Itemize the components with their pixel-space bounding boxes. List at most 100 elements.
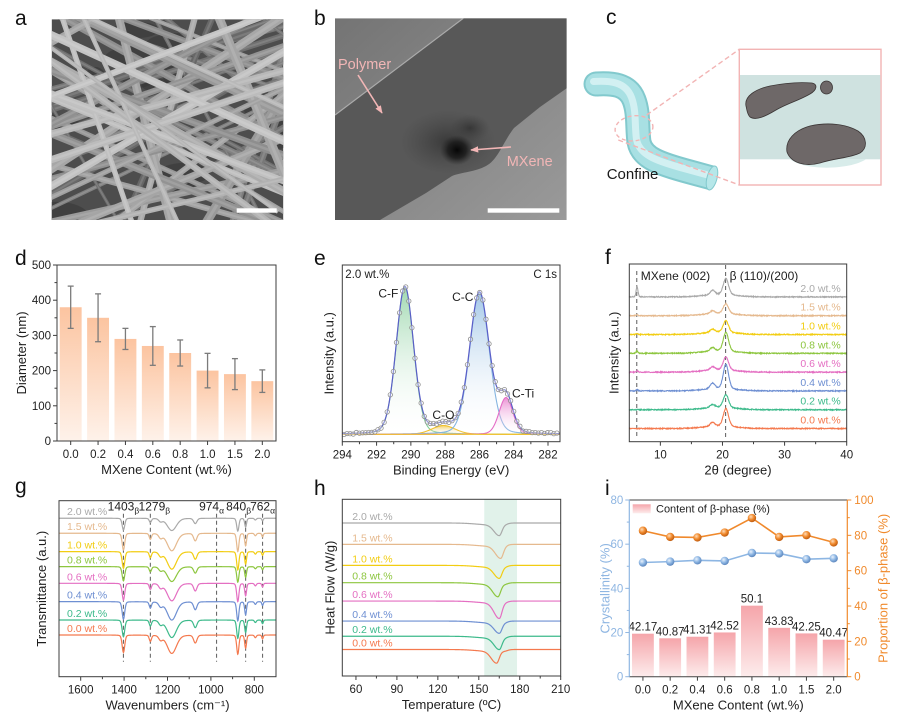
dsc-curve [342, 620, 561, 634]
x-tick-label: 0.8 [172, 449, 188, 461]
y-tick-label: 500 [32, 260, 51, 272]
x-tick-label: 30 [778, 450, 791, 462]
x-tick-label: 286 [470, 450, 489, 462]
data-point [508, 398, 514, 404]
fiber-highlight [83, 137, 284, 220]
reference-label: MXene (002) [641, 269, 710, 283]
ftir-curve [59, 566, 276, 584]
data-point [381, 419, 387, 425]
x-axis-label: Wavenum­bers (cm⁻¹) [105, 698, 229, 713]
plot-frame [628, 263, 848, 443]
fiber [51, 66, 284, 160]
fiber-highlight [51, 19, 259, 98]
peak-label: C-F [378, 286, 398, 300]
data-point [486, 341, 492, 347]
data-point [403, 284, 409, 290]
bar-value-label: 40.47 [819, 628, 848, 640]
fiber-highlight [51, 92, 284, 183]
bar [741, 605, 763, 677]
x-tick-label: 0.0 [63, 449, 79, 461]
fiber [97, 176, 284, 220]
data-point [406, 298, 412, 304]
panel-f-xrd-chart: MXene (002) β (110)/(200)2.0 wt.% 1.5 wt.%… [606, 263, 853, 478]
fiber-highlight [51, 60, 268, 220]
data-point [504, 391, 511, 397]
series-label: 0.2 wt.% [67, 608, 107, 620]
data-point [693, 533, 702, 542]
xrd-curve [629, 301, 847, 318]
fiber-highlight [51, 105, 119, 220]
xrd-curve [628, 356, 847, 375]
data-point [461, 385, 467, 391]
error-bar [204, 352, 211, 389]
series-label: 0.8 wt.% [352, 571, 392, 583]
mxene-arrow [470, 146, 512, 153]
sem-image [51, 19, 284, 220]
fiber [116, 19, 284, 82]
xrd-curve [628, 363, 847, 393]
x-axis-label: MXene Content (wt.%) [101, 462, 232, 477]
x-tick-label: 120 [428, 684, 447, 696]
series-label: 0.4 wt.% [352, 609, 392, 621]
bar [632, 633, 654, 677]
x-axis-label: Binding Energy (eV) [393, 463, 509, 478]
zoom-dashed-line [618, 139, 740, 186]
panel-e-xps-chart: 294 292 290 288 286 284 282 Binding Energy (eV)… [321, 264, 561, 478]
band-label: 762α [250, 500, 275, 516]
x-tick-label: 60 [350, 684, 363, 696]
fiber [214, 19, 284, 185]
band-label: 840β [226, 500, 251, 516]
bar [141, 345, 164, 441]
ftir-curve [59, 619, 276, 640]
data-point [829, 538, 838, 547]
xrd-curve [629, 319, 847, 337]
fiber-highlight [51, 69, 284, 135]
data-point [449, 418, 455, 424]
series-label: 2.0 wt.% [800, 283, 840, 295]
series-label: 1.0 wt.% [352, 553, 392, 565]
data-point [747, 513, 757, 523]
y-axis-label: Heat Flow (W/g) [322, 541, 337, 635]
bar [223, 374, 246, 441]
data-point [638, 526, 648, 535]
series-line [642, 552, 834, 564]
band-phase-subscript: β [134, 506, 139, 516]
data-point [492, 379, 498, 385]
y-tick-label: 0 [45, 436, 51, 448]
fiber-highlight [51, 97, 284, 195]
fiber-highlight [51, 132, 269, 220]
data-point [774, 532, 784, 542]
fiber [148, 19, 284, 74]
band-wavenumber: 840 [226, 500, 246, 514]
band-wavenumber: 1403 [108, 500, 135, 514]
ftir-curve [59, 634, 276, 656]
region-annotation: C 1s [533, 269, 557, 281]
bar [795, 633, 818, 677]
data-point [802, 530, 811, 540]
right-y-tick-label: 20 [854, 636, 867, 648]
panel-h-dsc-chart: 2.0 wt.% 1.5 wt.% 1.0 wt.% 0.8 wt.% 0.6 wt.%… [322, 498, 570, 712]
x-tick-label: 1.5 [798, 685, 814, 697]
xrd-curve [628, 277, 848, 299]
left-y-tick-label: 80 [611, 495, 624, 507]
fiber [51, 79, 284, 164]
fiber [51, 90, 284, 185]
left-y-tick-label: 20 [611, 628, 624, 640]
x-tick-label: 288 [436, 450, 455, 462]
data-point [514, 418, 520, 424]
x-tick-label: 0.6 [145, 449, 161, 461]
series-label: 1.0 wt.% [67, 540, 107, 552]
bar-value-label: 43.83 [765, 616, 794, 628]
fiber [51, 96, 284, 196]
bar [768, 627, 791, 677]
data-point [390, 368, 396, 375]
error-bar [95, 293, 102, 343]
fiber-highlight [104, 178, 284, 220]
bar [114, 338, 137, 441]
bar-value-label: 50.1 [741, 594, 763, 606]
series-label: 0.6 wt.% [67, 571, 107, 583]
fiber [229, 42, 284, 220]
series-label: 0.0 wt.% [352, 637, 392, 649]
band-phase-subscript: α [219, 506, 224, 516]
